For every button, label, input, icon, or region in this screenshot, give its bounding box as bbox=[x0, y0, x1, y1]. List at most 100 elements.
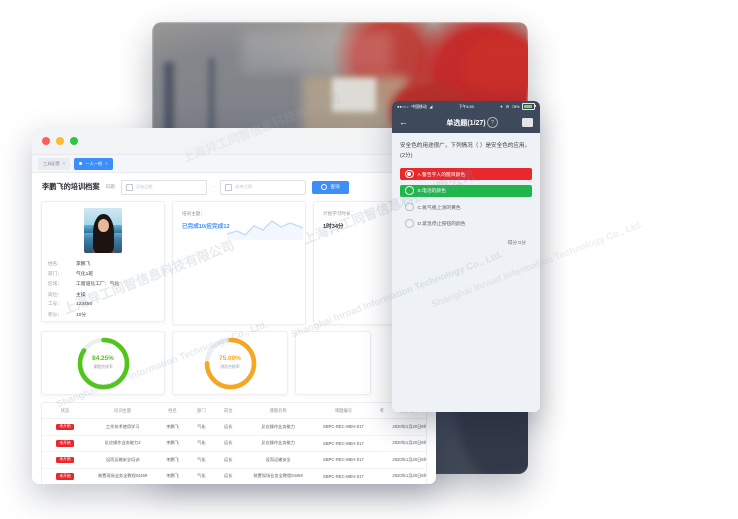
browser-window: 工具配置 × 一人一档 × 李鹏飞的培训档案 日期 开始日期 - 结束日期 bbox=[32, 128, 436, 484]
time-cell: 2020年1月20日8时07分 bbox=[391, 435, 426, 452]
table-row[interactable]: 未开始 工作技术使用学习 李鹏飞 气化 运长 反应操作业务能力 SBPC-REC-MEH-0… bbox=[42, 418, 426, 436]
battery-icon bbox=[521, 103, 536, 110]
search-button[interactable]: 查询 bbox=[312, 180, 349, 194]
back-arrow-icon[interactable]: ← bbox=[399, 117, 408, 127]
clock-label: 下午4:53 bbox=[458, 103, 474, 109]
training-records-table: 状态培训主题姓名部门岗位课题名称课题编号考完成时间 未开始 工作技术使用学习李鹏飞… bbox=[41, 402, 427, 484]
post-cell: 运长 bbox=[214, 435, 242, 452]
end-date-placeholder: 结束日期 bbox=[235, 184, 253, 189]
table-header-cell: 课题编号 bbox=[314, 403, 373, 419]
close-icon[interactable]: × bbox=[62, 161, 66, 166]
field-value: 气化1班 bbox=[76, 272, 94, 278]
training-theme-card: 培训主题： 已完成10/应完成12 bbox=[172, 201, 306, 325]
airplane-icon: ✈ bbox=[499, 104, 504, 109]
profile-field-post: 岗位： 主操 bbox=[48, 291, 170, 298]
quiz-pass-donut: 75.00% 测验合格率 bbox=[202, 335, 259, 392]
tab-tool-config-label: 工具配置 bbox=[43, 160, 60, 166]
dept-cell: 气化 bbox=[187, 468, 215, 484]
minimize-window-button[interactable] bbox=[56, 137, 64, 145]
donut-percent: 75.00% bbox=[219, 354, 241, 362]
table-header-cell: 岗位 bbox=[214, 403, 242, 419]
option-b[interactable]: B.电话的颜色 bbox=[400, 184, 532, 197]
start-date-placeholder: 开始日期 bbox=[135, 184, 153, 189]
extra-cell bbox=[372, 418, 392, 436]
plan-hours-card: 计划学习时长 1时34分 bbox=[313, 201, 398, 325]
score-label: 得分:0分 bbox=[507, 240, 526, 246]
field-key: 岗位： bbox=[48, 291, 62, 297]
table-body: 未开始 工作技术使用学习 李鹏飞 气化 运长 反应操作业务能力 SBPC-REC-MEH-0… bbox=[42, 418, 426, 484]
phone-status-bar: ●●○○○ 中国移动 ◢ 下午4:53 ✈ ⚙ 78% bbox=[392, 101, 540, 112]
radio-icon bbox=[405, 169, 414, 179]
search-icon bbox=[321, 184, 328, 190]
donut-label: 课题完成率 bbox=[93, 364, 113, 370]
code-cell: SBPC-REC-MEH-017 bbox=[314, 435, 373, 452]
profile-card: 姓名： 李鹏飞 部门： 气化1班 区域： 工留道化工厂：气化 岗位： bbox=[41, 201, 165, 322]
end-date-input[interactable]: 结束日期 bbox=[220, 179, 307, 195]
phone-nav-bar: ← 单选题(1/27) ? bbox=[392, 112, 540, 133]
status-badge: 未开始 bbox=[55, 473, 75, 480]
tab-tool-config[interactable]: 工具配置 × bbox=[38, 157, 71, 170]
theme-cell: 设而运输安全培训 bbox=[88, 451, 158, 469]
option-b-label: B.电话的颜色 bbox=[417, 189, 447, 194]
avatar bbox=[84, 208, 122, 253]
records-table: 状态培训主题姓名部门岗位课题名称课题编号考完成时间 未开始 工作技术使用学习李鹏飞… bbox=[42, 403, 426, 484]
donut-center-label: 75.00% 测验合格率 bbox=[202, 335, 259, 392]
course-cell: 设而运输安全 bbox=[241, 451, 315, 469]
theme-cell: 反应操作业务能力2 bbox=[88, 435, 158, 452]
quiz-title: 单选题(1/27) bbox=[446, 119, 486, 127]
post-cell: 运长 bbox=[214, 451, 242, 469]
field-key: 姓名： bbox=[48, 260, 62, 266]
battery-percent: 78% bbox=[511, 104, 520, 109]
field-key: 部门： bbox=[48, 271, 62, 277]
card-icon[interactable] bbox=[522, 118, 533, 127]
course-completion-card: 84.25% 课题完成率 bbox=[41, 331, 165, 395]
name-cell: 李鹏飞 bbox=[157, 418, 188, 436]
radio-icon bbox=[405, 186, 414, 195]
extra-cell bbox=[372, 451, 392, 469]
status-right: ✈ ⚙ 78% bbox=[499, 103, 536, 110]
window-titlebar bbox=[32, 128, 436, 155]
donut-chart-orange bbox=[204, 337, 256, 389]
training-theme-label: 培训主题： bbox=[182, 211, 205, 216]
option-c[interactable]: C.氮气瓶上涂的黄色 bbox=[400, 201, 532, 213]
profile-field-name: 姓名： 李鹏飞 bbox=[48, 260, 170, 267]
theme-cell: 工作技术使用学习 bbox=[88, 418, 158, 436]
close-icon[interactable]: × bbox=[105, 161, 108, 166]
status-badge: 未开始 bbox=[55, 423, 75, 431]
date-label: 日期 bbox=[105, 184, 115, 189]
search-button-label: 查询 bbox=[330, 184, 340, 189]
tab-one-person-one-file[interactable]: 一人一档 × bbox=[74, 157, 113, 170]
theme-cell: 装置现场业务全教程04459 bbox=[88, 468, 158, 484]
profile-field-list: 姓名： 李鹏飞 部门： 气化1班 区域： 工留道化工厂：气化 岗位： bbox=[36, 253, 170, 321]
time-cell: 2020年1月20日8时07分 bbox=[391, 451, 426, 469]
carrier-label: 中国移动 bbox=[411, 103, 427, 109]
table-row[interactable]: 未开始 反应操作业务能力2 李鹏飞 气化 运长 反应操作业务能力 SBPC-REC-MEH-… bbox=[42, 435, 426, 452]
table-header-cell: 课题名称 bbox=[241, 403, 315, 419]
name-cell: 李鹏飞 bbox=[157, 468, 188, 484]
radio-icon bbox=[405, 202, 414, 212]
question-panel: 安全色的用途很广，下列情况（ ）是安全色的应用。(2分) A.警告字人的醒目颜色… bbox=[392, 133, 540, 412]
filter-toolbar: 李鹏飞的培训档案 日期 开始日期 - 结束日期 查询 bbox=[32, 173, 436, 201]
training-theme-value: 已完成10/应完成12 bbox=[182, 224, 230, 230]
profile-field-points: 积分： 10分 bbox=[48, 311, 170, 318]
active-dot-icon bbox=[79, 162, 83, 165]
close-window-button[interactable] bbox=[42, 137, 50, 145]
option-a[interactable]: A.警告字人的醒目颜色 bbox=[400, 168, 532, 180]
post-cell: 运长 bbox=[214, 468, 242, 484]
help-icon[interactable]: ? bbox=[487, 117, 498, 128]
extra-cell bbox=[372, 468, 392, 484]
table-row[interactable]: 未开始 装置现场业务全教程04459 李鹏飞 气化 运长 装置现场业务全教程04459 SB… bbox=[42, 468, 426, 484]
option-c-label: C.氮气瓶上涂的黄色 bbox=[417, 205, 461, 211]
field-value: 123456 bbox=[76, 302, 93, 308]
profile-field-area: 区域： 工留道化工厂：气化 bbox=[48, 280, 170, 287]
donut-percent: 84.25% bbox=[92, 354, 114, 362]
code-cell: SBPC-REC-MEH-017 bbox=[314, 468, 373, 484]
maximize-window-button[interactable] bbox=[70, 137, 78, 145]
option-d[interactable]: D.紧急停止按钮的颜色 bbox=[400, 218, 532, 230]
table-row[interactable]: 未开始 设而运输安全培训 李鹏飞 气化 运长 设而运输安全 SBPC-REC-MEH-017… bbox=[42, 451, 426, 469]
field-value: 10分 bbox=[76, 312, 87, 318]
profile-field-department: 部门： 气化1班 bbox=[48, 270, 170, 277]
tab-one-person-one-file-label: 一人一档 bbox=[85, 160, 103, 166]
start-date-input[interactable]: 开始日期 bbox=[120, 179, 207, 195]
